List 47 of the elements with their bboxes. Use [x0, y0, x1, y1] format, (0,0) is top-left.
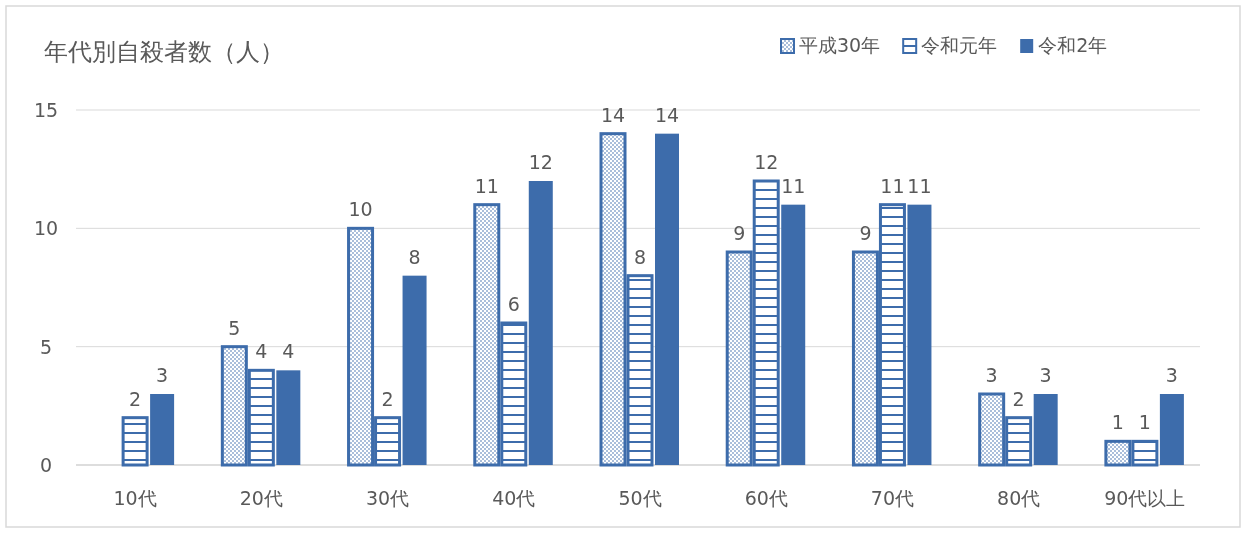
data-label: 11 [474, 174, 499, 197]
data-label: 9 [733, 222, 746, 244]
data-label: 11 [781, 174, 806, 197]
x-tick-label: 90代以上 [1104, 487, 1186, 509]
data-label: 9 [859, 222, 872, 244]
legend-label: 令和元年 [921, 34, 998, 56]
data-label: 1 [1111, 411, 1124, 434]
data-label: 12 [754, 151, 779, 173]
data-label: 14 [600, 103, 626, 126]
y-tick-label: 5 [39, 335, 53, 358]
data-label: 1 [1138, 411, 1151, 434]
data-label: 3 [156, 364, 169, 386]
bar [1159, 394, 1184, 465]
data-label: 11 [907, 174, 932, 197]
x-tick-label: 60代 [744, 487, 788, 509]
data-label: 10 [348, 198, 373, 221]
data-label: 3 [1039, 364, 1052, 386]
data-label: 12 [528, 151, 553, 173]
data-label: 2 [1012, 387, 1025, 410]
bar [528, 181, 553, 465]
y-tick-label: 0 [39, 454, 53, 476]
data-label: 6 [507, 293, 520, 315]
y-tick-label: 10 [33, 217, 59, 240]
data-label: 5 [228, 316, 241, 339]
data-label: 8 [408, 245, 421, 268]
data-label: 4 [282, 340, 295, 363]
x-tick-label: 70代 [870, 487, 915, 509]
chart-title: 年代別自殺者数（人） [44, 38, 284, 66]
x-tick-label: 30代 [365, 487, 410, 509]
data-label: 11 [880, 174, 905, 197]
data-label: 3 [1165, 364, 1178, 386]
bar [1033, 394, 1058, 465]
x-tick-label: 80代 [997, 487, 1041, 509]
x-tick-label: 40代 [492, 487, 536, 509]
data-label: 2 [381, 387, 394, 410]
legend-label: 平成30年 [799, 34, 881, 56]
x-tick-label: 10代 [113, 487, 157, 509]
x-tick-label: 20代 [239, 487, 283, 509]
bar [402, 275, 427, 465]
x-tick-label: 50代 [618, 487, 662, 509]
data-label: 2 [129, 387, 142, 410]
data-label: 8 [633, 245, 647, 268]
data-label: 14 [654, 103, 680, 126]
data-label: 3 [985, 364, 998, 386]
y-tick-label: 15 [33, 99, 59, 121]
legend-label: 令和2年 [1038, 34, 1108, 56]
data-label: 4 [255, 340, 268, 363]
